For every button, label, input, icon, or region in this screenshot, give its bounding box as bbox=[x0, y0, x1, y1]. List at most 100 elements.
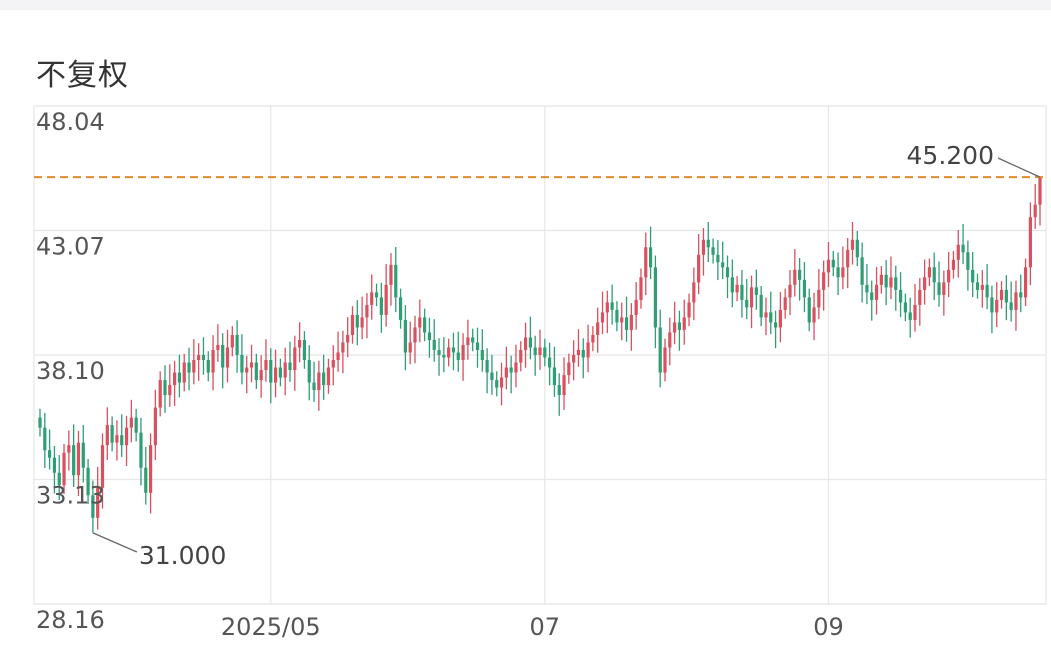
y-tick-label: 28.16 bbox=[36, 606, 105, 634]
candle-body bbox=[360, 317, 364, 328]
candle-body bbox=[692, 282, 696, 303]
candle-body bbox=[81, 442, 85, 468]
candle-up bbox=[153, 389, 157, 460]
candle-down bbox=[495, 371, 499, 397]
candle-up bbox=[634, 282, 638, 330]
candle-body bbox=[533, 347, 537, 355]
candle-down bbox=[72, 424, 76, 488]
candle-up bbox=[389, 253, 393, 306]
candle-up bbox=[173, 360, 177, 406]
candle-body bbox=[855, 239, 859, 258]
label-layer: 48.0443.0738.1033.1328.162025/0507091145… bbox=[36, 108, 1041, 641]
candle-down bbox=[144, 446, 148, 505]
candle-body bbox=[1004, 289, 1008, 303]
candle-body bbox=[995, 299, 999, 313]
candle-body bbox=[543, 347, 547, 358]
candle-body bbox=[975, 282, 980, 290]
candle-down bbox=[769, 291, 773, 335]
candle-up bbox=[697, 234, 701, 295]
candle-down bbox=[163, 365, 167, 413]
candle-body bbox=[43, 427, 47, 451]
candle-body bbox=[312, 382, 316, 391]
candle-up bbox=[673, 301, 677, 345]
candle-body bbox=[273, 367, 278, 383]
candle-body bbox=[620, 317, 624, 323]
candle-up bbox=[927, 258, 932, 287]
candle-body bbox=[826, 259, 831, 273]
candle-down bbox=[398, 288, 403, 329]
candle-up bbox=[817, 269, 821, 320]
candle-down bbox=[624, 296, 629, 342]
candle-body bbox=[254, 362, 258, 381]
candle-body bbox=[749, 287, 754, 308]
candle-body bbox=[110, 425, 114, 443]
candle-up bbox=[956, 229, 960, 278]
candle-up bbox=[293, 335, 297, 391]
candle-body bbox=[1009, 302, 1013, 310]
candle-up bbox=[148, 433, 153, 514]
candle-up bbox=[567, 353, 571, 384]
candle-up bbox=[701, 227, 706, 276]
candle-body bbox=[331, 360, 335, 368]
candle-down bbox=[581, 338, 585, 379]
candle-body bbox=[307, 360, 311, 383]
candle-down bbox=[990, 285, 994, 334]
candle-up bbox=[620, 302, 624, 341]
candle-up bbox=[942, 270, 946, 316]
candle-body bbox=[990, 297, 994, 313]
candle-up bbox=[538, 329, 542, 370]
candle-body bbox=[576, 349, 581, 355]
candle-body bbox=[182, 362, 186, 383]
candle-up bbox=[629, 303, 633, 351]
candle-body bbox=[504, 367, 508, 378]
candle-up bbox=[1014, 280, 1018, 331]
candle-body bbox=[177, 372, 182, 383]
candle-body bbox=[206, 360, 210, 373]
candle-body bbox=[91, 495, 95, 518]
candle-up bbox=[514, 344, 518, 388]
top-status-strip bbox=[0, 0, 1051, 10]
candle-up bbox=[273, 349, 278, 398]
candle-body bbox=[278, 367, 282, 378]
candle-up bbox=[913, 284, 917, 332]
candle-body bbox=[764, 312, 768, 318]
candle-body bbox=[697, 254, 701, 283]
candle-body bbox=[495, 380, 499, 388]
candle-body bbox=[793, 269, 797, 285]
candle-body bbox=[423, 317, 427, 333]
candle-body bbox=[379, 297, 383, 315]
candle-up bbox=[447, 338, 451, 367]
candle-body bbox=[884, 274, 888, 288]
candle-down bbox=[254, 353, 258, 389]
candle-body bbox=[673, 322, 677, 333]
candle-body bbox=[850, 239, 855, 250]
candle-up bbox=[245, 355, 249, 394]
candle-down bbox=[773, 310, 778, 349]
candle-down bbox=[966, 240, 970, 291]
adjust-mode-label[interactable]: 不复权 bbox=[36, 58, 129, 93]
candle-down bbox=[139, 417, 143, 486]
candle-body bbox=[249, 362, 254, 368]
candle-up bbox=[1023, 258, 1028, 307]
candle-body bbox=[240, 355, 244, 373]
candle-body bbox=[870, 292, 874, 300]
candle-down bbox=[240, 334, 244, 385]
candle-body bbox=[874, 284, 879, 300]
candle-up bbox=[826, 242, 831, 288]
candle-body bbox=[548, 357, 552, 368]
candle-body bbox=[898, 289, 903, 303]
candle-body bbox=[442, 355, 446, 358]
candle-body bbox=[677, 322, 682, 330]
candle-body bbox=[586, 342, 590, 358]
candle-up bbox=[644, 232, 648, 296]
candle-up bbox=[408, 321, 412, 365]
candle-body bbox=[942, 282, 946, 295]
candle-body bbox=[889, 277, 893, 288]
candle-down bbox=[716, 240, 720, 281]
candle-body bbox=[490, 372, 494, 381]
candle-up bbox=[562, 357, 566, 410]
candle-body bbox=[716, 254, 720, 263]
candle-body bbox=[62, 452, 66, 486]
candle-down bbox=[91, 480, 95, 533]
